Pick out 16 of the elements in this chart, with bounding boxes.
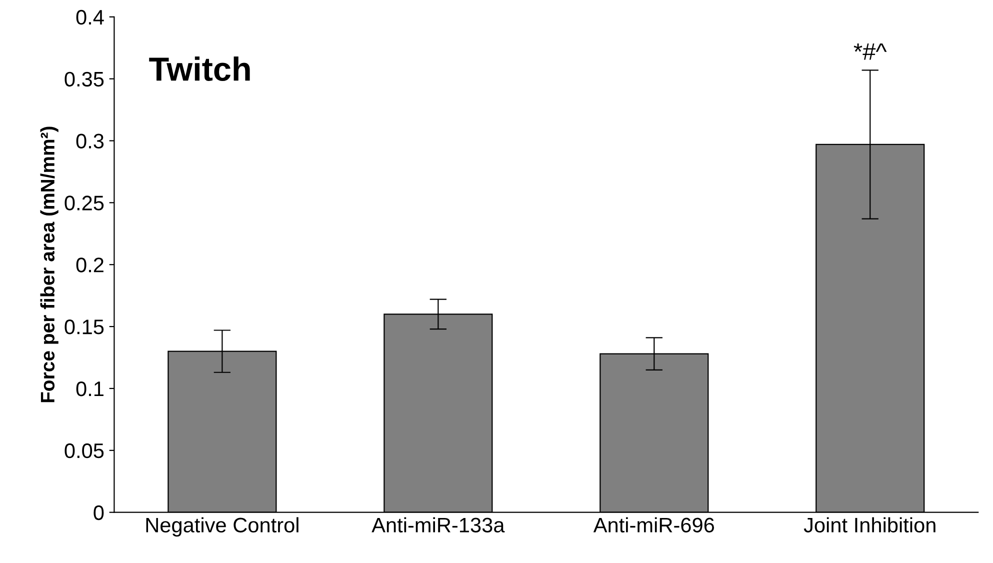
y-tick-label: 0.05 (64, 443, 104, 458)
x-tick-label: Negative Control (146, 517, 298, 537)
y-tick-label: 0.25 (64, 196, 104, 210)
y-tick-label: 0.35 (64, 72, 104, 87)
annotation: *#^ (854, 43, 887, 60)
y-tick-label: 0.3 (76, 134, 104, 149)
y-tick-label: 0 (94, 505, 104, 520)
text: Twitch (149, 56, 250, 82)
y-tick-label: 0.1 (76, 381, 104, 396)
x-tick-label: Joint Inhibition (804, 517, 936, 532)
y-tick-label: 0.15 (64, 320, 104, 334)
y-tick-label: 0.4 (76, 10, 104, 25)
x-tick-label: Anti-miR-696 (593, 517, 714, 532)
y-tick-label: 0.2 (76, 258, 104, 272)
x-tick-label: Anti-miR-133a (372, 517, 505, 532)
y-axis-title: Force per fiber area (mN/mm²) (40, 126, 58, 402)
